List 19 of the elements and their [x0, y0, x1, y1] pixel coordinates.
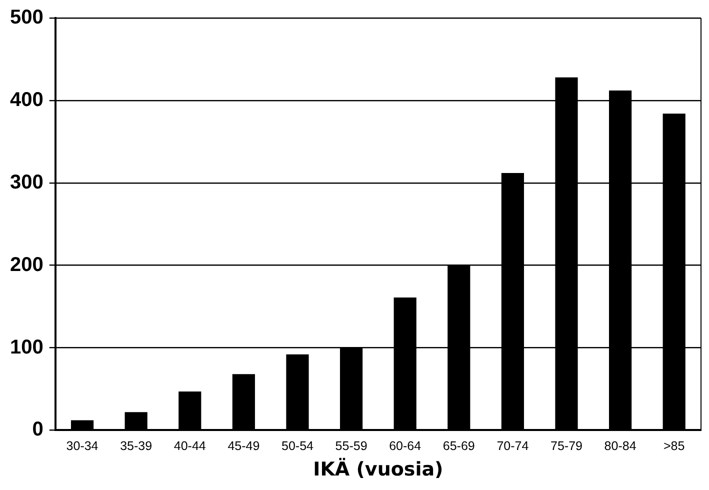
x-tick-label: 35-39 — [120, 439, 152, 454]
x-tick-label: 45-49 — [228, 439, 260, 454]
y-tick-label: 100 — [10, 336, 44, 358]
y-tick-label: 300 — [10, 171, 44, 194]
x-tick-label: 65-69 — [442, 439, 475, 454]
x-axis-title: IKÄ (vuosia) — [313, 458, 444, 481]
y-tick-label: 500 — [10, 6, 44, 29]
x-tick-label: 50-54 — [281, 439, 314, 454]
x-tick-label: 30-34 — [66, 439, 98, 454]
y-tick-label: 0 — [32, 418, 44, 441]
y-tick-label: 400 — [10, 88, 44, 111]
x-tick-label: 80-84 — [604, 439, 636, 454]
x-tick-label: 75-79 — [550, 439, 583, 454]
y-tick-label: 200 — [10, 254, 44, 276]
x-tick-label: 40-44 — [174, 439, 206, 454]
x-tick-label: >85 — [663, 439, 685, 454]
x-tick-label: 55-59 — [335, 439, 368, 454]
x-tick-label: 70-74 — [496, 439, 529, 454]
x-tick-label: 60-64 — [389, 439, 422, 454]
